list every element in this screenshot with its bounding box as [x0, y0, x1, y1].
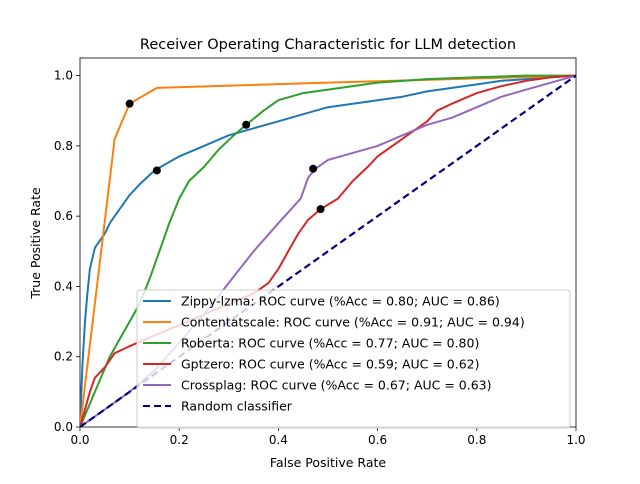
y-axis-label: True Positive Rate — [28, 187, 43, 300]
x-tick-label: 0.2 — [170, 433, 189, 447]
threshold-marker-2 — [242, 120, 251, 129]
series-line-3 — [80, 74, 576, 427]
x-tick-label: 0.0 — [70, 433, 89, 447]
axes: 0.0 0.2 0.4 0.6 0.8 1.0 0.0 0.2 0.4 0.6 0.8 1.0 — [54, 57, 586, 447]
legend-label-5: Random classifier — [181, 399, 293, 414]
threshold-marker-4 — [309, 164, 318, 173]
y-tick-label: 0.4 — [54, 279, 73, 293]
y-tick-label: 0.8 — [54, 139, 73, 153]
x-tick-label: 0.4 — [269, 433, 288, 447]
y-tick-label: 0.2 — [54, 350, 73, 364]
threshold-marker-3 — [316, 205, 325, 214]
legend-box — [136, 289, 571, 429]
series-line-0 — [80, 74, 576, 427]
legend-label-4: Crossplag: ROC curve (%Acc = 0.67; AUC =… — [181, 378, 492, 393]
x-axis-label: False Positive Rate — [270, 455, 386, 470]
y-tick-label: 0.0 — [54, 420, 73, 434]
series-line-1 — [80, 74, 576, 427]
series-line-2 — [80, 74, 576, 427]
threshold-marker-0 — [152, 166, 161, 175]
x-tick-label: 0.6 — [368, 433, 387, 447]
chart-title: Receiver Operating Characteristic for LL… — [140, 37, 516, 53]
legend-label-2: Roberta: ROC curve (%Acc = 0.77; AUC = 0… — [181, 336, 479, 351]
x-tick-label: 0.8 — [467, 433, 486, 447]
legend-label-3: Gptzero: ROC curve (%Acc = 0.59; AUC = 0… — [181, 357, 480, 372]
y-tick-label: 1.0 — [54, 69, 73, 83]
y-tick-label: 0.6 — [54, 209, 73, 223]
x-tick-label: 1.0 — [566, 433, 585, 447]
legend-label-0: Zippy-lzma: ROC curve (%Acc = 0.80; AUC … — [181, 294, 500, 309]
legend: Zippy-lzma: ROC curve (%Acc = 0.80; AUC … — [136, 289, 571, 429]
threshold-marker-1 — [125, 99, 134, 108]
legend-label-1: Contentatscale: ROC curve (%Acc = 0.91; … — [181, 315, 525, 330]
